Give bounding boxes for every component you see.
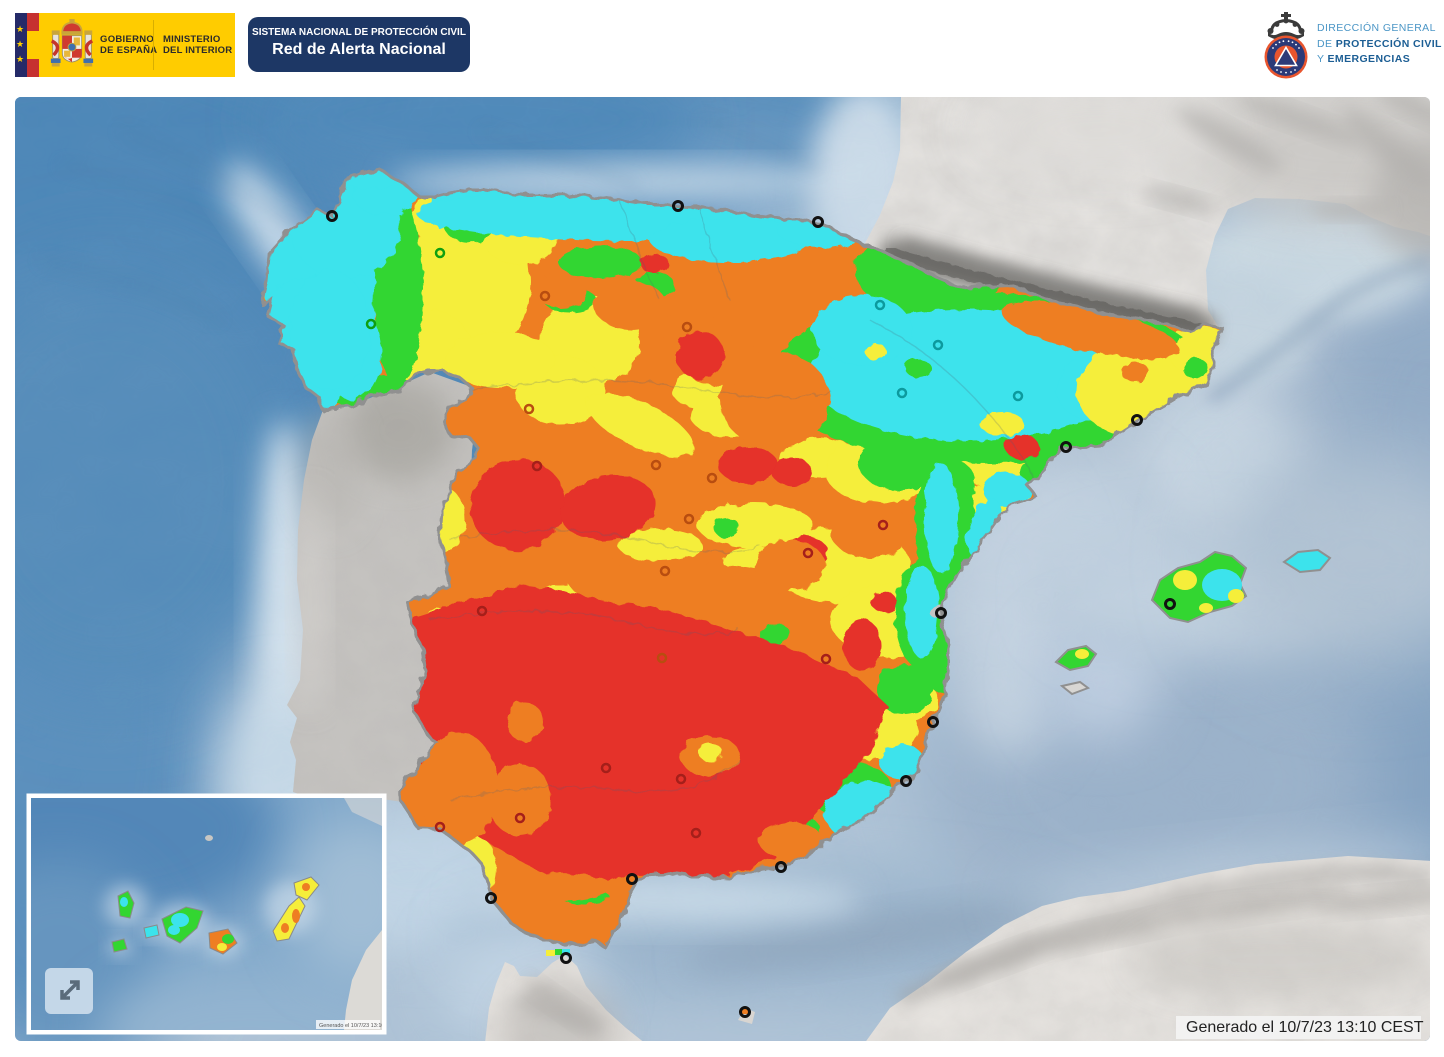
svg-text:Generado el 10/7/23 13:10 CEST: Generado el 10/7/23 13:10 CEST [319,1023,401,1029]
svg-text:Generado el 10/7/23 13:10 CEST: Generado el 10/7/23 13:10 CEST [1186,1019,1424,1036]
